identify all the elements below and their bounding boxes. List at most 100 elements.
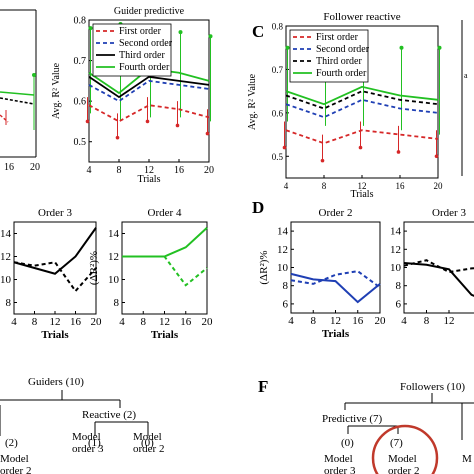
x-tick-label: 12: [159, 316, 170, 328]
y-tick-label: 10: [108, 274, 120, 286]
error-bar-cap-red: [358, 145, 363, 150]
series-line-3: [88, 75, 210, 99]
x-tick-label: 8: [424, 315, 430, 327]
y-tick-label: 0.7: [272, 65, 284, 75]
series-line-3: [285, 90, 439, 110]
x-tick-label: 20: [91, 316, 103, 328]
tree-left-leaf-3-order: order 2: [133, 443, 164, 455]
x-tick-label: 20: [434, 181, 444, 191]
y-tick-label: 0.8: [272, 22, 284, 32]
x-axis-label: Trials: [138, 174, 161, 185]
x-tick-label: 20: [204, 165, 214, 176]
y-tick-label: 12: [277, 244, 288, 256]
y-tick-label: 14: [277, 226, 289, 238]
error-bar-cap-red: [85, 119, 90, 124]
tree-left-leaf-2-order: order 3: [72, 443, 104, 455]
tree-left-count-2: (1): [88, 437, 101, 449]
error-bar-cap: [178, 30, 183, 35]
legend-entry: Second order: [316, 44, 370, 55]
series-line-1: [88, 104, 210, 123]
y-tick-label: 0.7: [74, 56, 87, 67]
chart-title: Order 3: [38, 207, 72, 219]
y-tick-label: 0.6: [74, 97, 87, 108]
x-axis-label: Trials: [151, 329, 179, 341]
error-bar-cap: [437, 45, 442, 50]
chart-title: Order 3: [432, 207, 466, 219]
x-tick-label: 16: [396, 181, 406, 191]
y-axis-label: (ΔR²)%: [88, 251, 100, 285]
y-tick-label: 12: [390, 244, 401, 256]
chart-title: Guider predictive: [114, 6, 185, 17]
series-line-1: [285, 129, 439, 145]
panel-label-f: F: [258, 377, 268, 396]
partial-right-plot: a: [461, 20, 468, 176]
tree-left-leaf-1: Model: [0, 453, 29, 465]
legend-entry: Fourth order: [119, 62, 170, 73]
series-line-2: [285, 98, 439, 119]
error-bar-cap-red: [434, 154, 439, 159]
x-tick-label: 12: [358, 181, 367, 191]
error-bar-cap: [88, 26, 93, 31]
y-tick-label: 6: [283, 298, 289, 310]
y-tick-label: 0.8: [74, 16, 87, 27]
tree-right-branch: Predictive (7): [322, 413, 383, 425]
plot-frame: [290, 221, 381, 314]
chart-lower-left-2: Order 4 4 8 12 16 20 8 10 12 14 Trials (ΔR²)%: [88, 207, 213, 341]
x-tick-label: 4: [288, 315, 294, 327]
x-tick-label: 16: [180, 316, 192, 328]
tree-right-leaf-2-order: order 2: [388, 465, 419, 474]
legend-entry: First order: [316, 32, 359, 43]
chart-D-2: Order 3 4 8 12 6 8 10 12 14: [390, 207, 474, 327]
legend-entry: Third order: [119, 50, 165, 61]
partial-tick-16: 16: [4, 162, 14, 173]
x-tick-label: 12: [50, 316, 61, 328]
chart-title: Follower reactive: [323, 11, 400, 23]
tree-right-leaf-3: M: [462, 453, 472, 465]
x-tick-label: 16: [70, 316, 82, 328]
series-line-2: [122, 255, 208, 287]
y-tick-label: 0.5: [272, 152, 284, 162]
tree-left-count-1: (2): [5, 437, 18, 449]
x-tick-label: 4: [284, 181, 289, 191]
error-bar-cap-red: [320, 158, 325, 163]
legend-entry: Second order: [119, 38, 173, 49]
chart-title: Order 2: [319, 207, 353, 219]
error-bar-cap-red: [175, 123, 180, 128]
tree-right-root: Followers (10): [400, 381, 465, 393]
y-tick-label: 0.6: [272, 108, 284, 118]
y-tick-label: 14: [390, 226, 402, 238]
series-line-1: [13, 227, 97, 275]
x-axis-label: Trials: [322, 328, 350, 340]
tree-left-count-3: (0): [141, 437, 154, 449]
series-line-2: [403, 259, 474, 274]
partial-tick-20: 20: [30, 162, 40, 173]
panel-label-d: D: [252, 198, 264, 217]
tree-left-leaf-1-order: order 2: [0, 465, 31, 474]
chart-C: Follower reactive 4 8 12 16 20 0.5 0.6 0.7 0.8 Tri…: [247, 11, 443, 200]
error-bar-cap-red: [145, 119, 150, 124]
error-bar-cap: [208, 34, 213, 39]
charts-group: Guider predictive 4 8 12 16 20 0.5 0.6 0.7 0.8 Tri…: [0, 6, 474, 341]
legend-entry: First order: [119, 26, 162, 37]
tree-right-leaf-2: Model: [388, 453, 417, 465]
y-tick-label: 10: [0, 274, 12, 286]
chart-B: Guider predictive 4 8 12 16 20 0.5 0.6 0.7 0.8 Tri…: [51, 6, 214, 185]
legend-entry: Fourth order: [316, 68, 367, 79]
highlight-circle: [371, 424, 439, 474]
x-tick-label: 8: [311, 315, 317, 327]
y-tick-label: 12: [0, 251, 11, 263]
y-tick-label: 0.5: [74, 137, 87, 148]
tree-right-leaf-1-order: order 3: [324, 465, 356, 474]
chart-title: Order 4: [148, 207, 182, 219]
x-tick-label: 8: [322, 181, 327, 191]
chart-lower-left-1: Order 3 4 8 12 16 20 8 10 12 14 Trials (ΔR²)%: [0, 207, 102, 341]
tree-left: Guiders (10) Reactive (2) (2) (1) (0) Mo…: [0, 376, 164, 474]
y-tick-label: 14: [0, 228, 12, 240]
tree-right-count-2: (7): [390, 437, 403, 449]
x-tick-label: 12: [330, 315, 341, 327]
plot-frame: [13, 221, 97, 315]
y-tick-label: 8: [283, 280, 289, 292]
legend-entry: Third order: [316, 56, 362, 67]
x-tick-label: 16: [174, 165, 184, 176]
